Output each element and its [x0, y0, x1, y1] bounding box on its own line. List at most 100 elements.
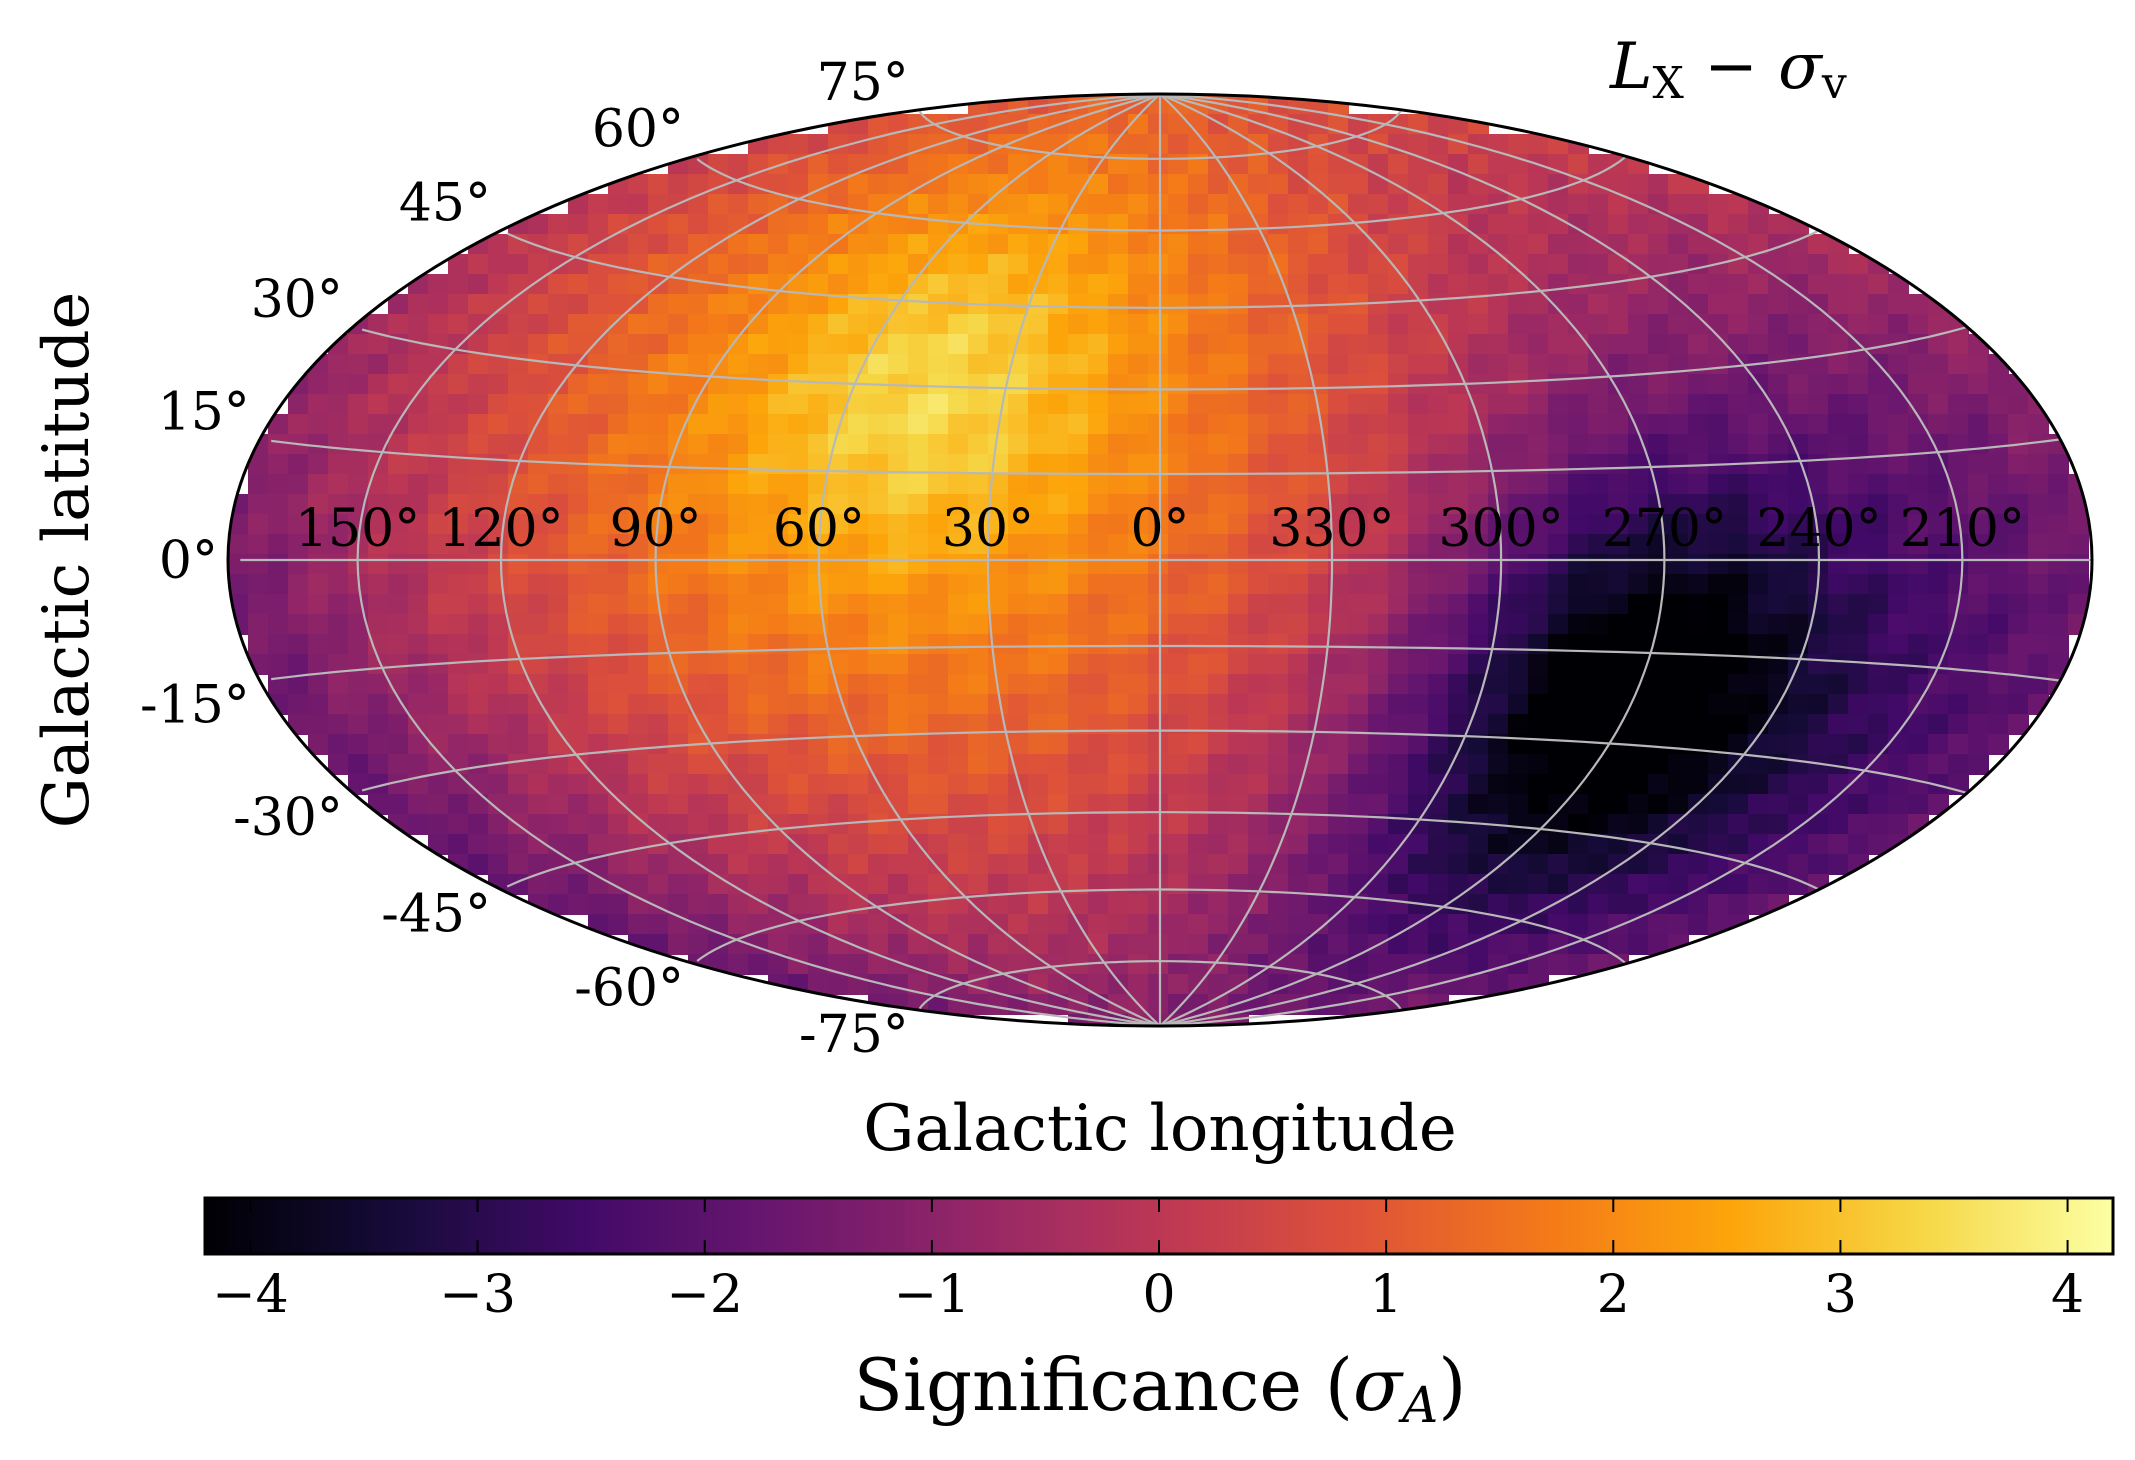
heatmap-cell — [1468, 214, 1489, 235]
heatmap-cell — [1848, 814, 1869, 835]
heatmap-cell — [388, 454, 409, 475]
heatmap-cell — [648, 294, 669, 315]
heatmap-cell — [448, 254, 469, 275]
heatmap-cell — [1488, 414, 1509, 435]
heatmap-cell — [548, 694, 569, 715]
heatmap-cell — [1748, 694, 1769, 715]
heatmap-cell — [1508, 594, 1529, 615]
heatmap-cell — [328, 534, 349, 555]
longitude-tick-labels: 150° 120° 90° 60° 30° 0° 330° 300° 270° 240° 210° — [295, 499, 2025, 559]
heatmap-cell — [788, 374, 809, 395]
heatmap-cell — [1748, 774, 1769, 795]
heatmap-cell — [988, 754, 1009, 775]
heatmap-cell — [1728, 614, 1749, 635]
heatmap-cell — [1388, 274, 1409, 295]
heatmap-cell — [1168, 394, 1189, 415]
heatmap-cell — [948, 234, 969, 255]
heatmap-cell — [1748, 414, 1769, 435]
heatmap-cell — [1988, 614, 2009, 635]
heatmap-cell — [1268, 374, 1289, 395]
heatmap-cell — [1628, 854, 1649, 875]
heatmap-cell — [448, 494, 469, 515]
heatmap-cell — [1068, 734, 1089, 755]
colorbar-tick-label: 3 — [1824, 1265, 1857, 1325]
heatmap-cell — [1628, 794, 1649, 815]
heatmap-cell — [888, 674, 909, 695]
heatmap-cell — [388, 294, 409, 315]
heatmap-cell — [1148, 274, 1169, 295]
heatmap-cell — [1888, 314, 1909, 335]
heatmap-cell — [1168, 974, 1189, 995]
heatmap-cell — [248, 474, 269, 495]
heatmap-cell — [1148, 534, 1169, 555]
heatmap-cell — [1688, 294, 1709, 315]
heatmap-cell — [528, 614, 549, 635]
heatmap-cell — [588, 734, 609, 755]
heatmap-cell — [1708, 874, 1729, 895]
heatmap-cell — [868, 914, 889, 935]
heatmap-cell — [228, 554, 249, 575]
heatmap-cell — [928, 414, 949, 435]
heatmap-cell — [1048, 434, 1069, 455]
latitude-tick-label: 15° — [158, 382, 250, 442]
heatmap-cell — [1468, 734, 1489, 755]
heatmap-cell — [1748, 214, 1769, 235]
heatmap-cell — [788, 854, 809, 875]
heatmap-cell — [2028, 514, 2049, 535]
heatmap-cell — [628, 914, 649, 935]
heatmap-cell — [1568, 914, 1589, 935]
heatmap-cell — [808, 174, 829, 195]
heatmap-cell — [1288, 454, 1309, 475]
heatmap-cell — [1648, 794, 1669, 815]
heatmap-cell — [588, 394, 609, 415]
heatmap-cell — [948, 814, 969, 835]
heatmap-cell — [1228, 334, 1249, 355]
heatmap-cell — [928, 354, 949, 375]
heatmap-cell — [1208, 234, 1229, 255]
heatmap-cell — [248, 454, 269, 475]
heatmap-cell — [988, 874, 1009, 895]
heatmap-cell — [608, 234, 629, 255]
heatmap-cell — [348, 714, 369, 735]
heatmap-cell — [1648, 294, 1669, 315]
heatmap-cell — [1408, 334, 1429, 355]
heatmap-cell — [1188, 874, 1209, 895]
heatmap-cell — [368, 614, 389, 635]
heatmap-cell — [1228, 494, 1249, 515]
heatmap-cell — [1288, 914, 1309, 935]
heatmap-cell — [1588, 614, 1609, 635]
heatmap-cell — [368, 454, 389, 475]
heatmap-cell — [1808, 694, 1829, 715]
heatmap-cell — [308, 574, 329, 595]
heatmap-cell — [668, 374, 689, 395]
heatmap-cell — [1188, 334, 1209, 355]
heatmap-cell — [788, 894, 809, 915]
heatmap-cell — [688, 434, 709, 455]
heatmap-cell — [548, 514, 569, 535]
heatmap-cell — [988, 374, 1009, 395]
heatmap-cell — [808, 754, 829, 775]
heatmap-cell — [1048, 954, 1069, 975]
heatmap-cell — [648, 494, 669, 515]
heatmap-cell — [808, 194, 829, 215]
heatmap-cell — [428, 434, 449, 455]
heatmap-cell — [408, 594, 429, 615]
heatmap-cell — [1368, 534, 1389, 555]
heatmap-cell — [608, 694, 629, 715]
heatmap-cell — [1768, 434, 1789, 455]
heatmap-cell — [268, 514, 289, 535]
heatmap-cell — [1988, 494, 2009, 515]
heatmap-cell — [1528, 754, 1549, 775]
heatmap-cell — [1548, 694, 1569, 715]
heatmap-cell — [588, 274, 609, 295]
heatmap-cell — [448, 834, 469, 855]
heatmap-cell — [948, 254, 969, 275]
heatmap-cell — [568, 214, 589, 235]
heatmap-cell — [488, 394, 509, 415]
heatmap-cell — [688, 214, 709, 235]
heatmap-cell — [988, 394, 1009, 415]
heatmap-cell — [1368, 414, 1389, 435]
heatmap-cell — [308, 474, 329, 495]
heatmap-cell — [1028, 674, 1049, 695]
heatmap-cell — [1568, 834, 1589, 855]
